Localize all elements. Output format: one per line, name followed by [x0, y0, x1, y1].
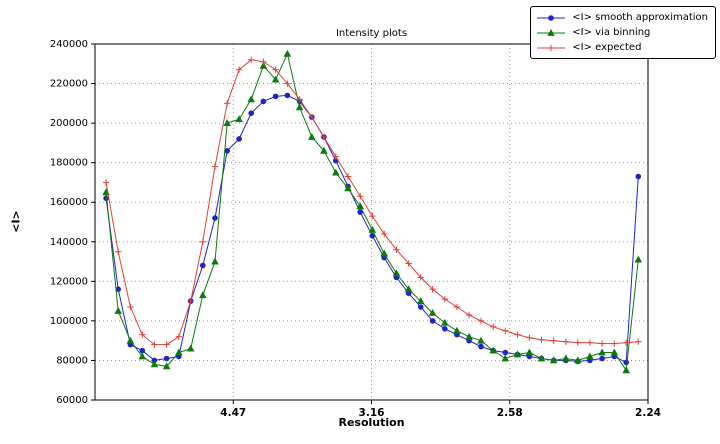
legend-label-expected: <I> expected: [572, 42, 642, 53]
x-tick-label: 2.58: [497, 407, 523, 419]
legend-marker-via-binning-icon: [536, 27, 566, 39]
y-axis-label: <I>: [9, 210, 23, 233]
y-tick-label: 220000: [50, 79, 88, 90]
legend-item-expected: <I> expected: [536, 40, 708, 55]
y-tick-label: 200000: [50, 118, 88, 129]
legend-marker-expected-icon: [536, 42, 566, 54]
legend-label-via-binning: <I> via binning: [572, 27, 651, 38]
y-tick-label: 180000: [50, 158, 88, 169]
x-tick-label: 2.24: [635, 407, 661, 419]
series-markers-1: [102, 49, 643, 374]
y-tick-label: 140000: [50, 237, 88, 248]
x-tick-label: 4.47: [220, 407, 246, 419]
x-axis-label: Resolution: [338, 416, 405, 429]
y-tick-label: 240000: [50, 39, 88, 50]
y-tick-label: 80000: [56, 355, 88, 366]
legend-label-smooth-approximation: <I> smooth approximation: [572, 12, 708, 23]
plot-frame: [94, 43, 649, 401]
x-tick-label: 3.16: [359, 407, 385, 419]
legend-item-smooth-approximation: <I> smooth approximation: [536, 10, 708, 25]
legend-item-via-binning: <I> via binning: [536, 25, 708, 40]
series-line-2: [105, 59, 639, 346]
series-markers-2: [102, 56, 642, 348]
legend: <I> smooth approximation <I> via binning…: [530, 6, 716, 59]
legend-marker-smooth-approximation-icon: [536, 12, 566, 24]
y-tick-label: 60000: [56, 395, 88, 406]
y-tick-label: 160000: [50, 197, 88, 208]
chart-title: Intensity plots: [335, 28, 408, 39]
y-tick-label: 100000: [50, 316, 88, 327]
y-tick-label: 120000: [50, 276, 88, 287]
